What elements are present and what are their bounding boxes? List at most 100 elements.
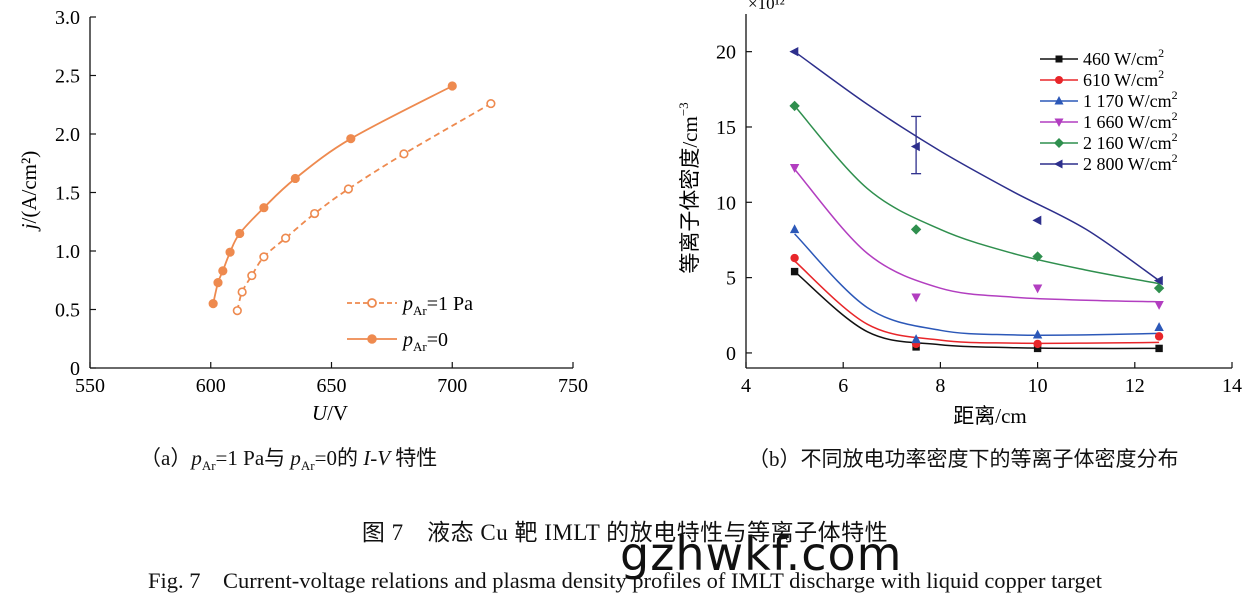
data-point-s2800: [789, 46, 799, 57]
data-point-par0: [447, 81, 457, 91]
legend-item-s1660: 1 660 W/cm2: [1040, 109, 1178, 132]
data-point-par1: [259, 252, 269, 262]
data-point-par0: [235, 228, 245, 239]
data-point-s610: [790, 253, 799, 263]
data-point-s610: [1033, 339, 1042, 349]
x-tick-label: 550: [75, 375, 105, 397]
x-tick-label: 650: [317, 375, 347, 397]
data-point-par0: [218, 266, 228, 276]
svg-text:460 W/cm2: 460 W/cm2: [1083, 46, 1164, 69]
svg-text:2 800 W/cm2: 2 800 W/cm2: [1083, 151, 1178, 174]
caption-a: （a）pAr=1 Pa与 pAr=0的 I-V 特性: [140, 446, 438, 474]
data-point-s1170: [911, 334, 921, 344]
chart-a-legend: pAr=1 Pa pAr=0: [347, 293, 473, 354]
data-point-s1660: [1154, 301, 1164, 310]
data-point-par0: [290, 173, 300, 184]
chart-a-xlabel: U/V: [312, 401, 348, 425]
data-point-s2800: [1032, 215, 1042, 226]
svg-text:1 660 W/cm2: 1 660 W/cm2: [1083, 109, 1178, 132]
x-tick-label: 4: [741, 375, 751, 397]
legend-item-s2160: 2 160 W/cm2: [1040, 130, 1178, 153]
x-tick-label: 750: [558, 375, 588, 397]
x-tick-label: 14: [1222, 375, 1242, 397]
x-tick-label: 600: [196, 375, 226, 397]
fit-curve-s1660: [794, 168, 1160, 303]
watermark: gzhwkf.com: [620, 527, 903, 581]
chart-b-multiplier: ×10¹²: [748, 0, 785, 13]
y-tick-label: 0.5: [55, 300, 80, 322]
data-point-s2160: [1153, 282, 1165, 294]
data-point-par1: [343, 184, 354, 194]
legend-marker-s460: [1055, 55, 1063, 63]
data-point-par1: [399, 149, 409, 159]
y-tick-label: 0: [726, 343, 736, 365]
chart-b-ylabel: 等离子体密度/cm−3: [676, 102, 702, 273]
legend-marker-s610: [1055, 76, 1063, 84]
y-tick-label: 20: [716, 42, 736, 64]
legend-item-s610: 610 W/cm2: [1040, 67, 1164, 90]
fit-curve-s2800: [794, 51, 1160, 282]
data-point-par1: [486, 98, 496, 109]
data-point-s460: [1155, 344, 1163, 353]
legend-marker-par1: [367, 298, 377, 308]
series-line-par0: [212, 85, 453, 304]
legend-marker-s2800: [1054, 159, 1063, 169]
legend-marker-par0: [367, 334, 377, 344]
data-point-s1170: [1032, 329, 1043, 339]
y-tick-label: 1.5: [55, 183, 80, 205]
data-point-par0: [259, 203, 269, 213]
x-tick-label: 700: [437, 375, 467, 397]
fit-curve-s1170: [794, 233, 1160, 337]
y-tick-label: 0: [70, 358, 80, 380]
x-tick-label: 12: [1125, 375, 1145, 397]
data-point-par0: [208, 299, 218, 309]
error-bar: [911, 115, 922, 175]
chart-b: 4 6 8 10 12 14 0 5 10 15 20 ×10¹² 距离/cm 等离子体密度/cm−…: [676, 0, 1242, 428]
legend-marker-s2160: [1054, 138, 1064, 148]
data-point-s460: [1033, 344, 1042, 353]
figure-caption-cn: 图 7 液态 Cu 靶 IMLT 的放电特性与等离子体特性: [361, 520, 889, 545]
legend-marker-s1170: [1054, 96, 1064, 105]
fit-curve-s610: [794, 260, 1160, 345]
data-point-par1: [247, 270, 257, 281]
series-line-par1: [236, 102, 492, 311]
y-tick-label: 5: [726, 268, 736, 290]
data-point-par1: [309, 208, 320, 219]
x-tick-label: 8: [935, 375, 945, 397]
data-point-par0: [346, 134, 356, 144]
legend-item-s460: 460 W/cm2: [1040, 46, 1164, 69]
data-point-s2800: [1153, 275, 1163, 286]
y-tick-label: 15: [716, 117, 736, 139]
data-point-s2160: [1032, 251, 1043, 262]
legend-item-s1170: 1 170 W/cm2: [1040, 88, 1178, 111]
data-point-s1170: [789, 224, 800, 234]
data-point-s2160: [910, 224, 922, 235]
svg-text:pAr=0: pAr=0: [401, 329, 448, 354]
chart-a-ylabel: j/(A/cm²): [17, 151, 41, 233]
chart-b-xlabel: 距离/cm: [953, 404, 1027, 428]
data-point-s2160: [789, 100, 800, 112]
legend-marker-s1660: [1054, 118, 1064, 127]
legend-item-par1: pAr=1 Pa: [347, 293, 473, 318]
data-point-par1: [281, 233, 291, 243]
figure-caption-en: Fig. 7 Current-voltage relations and pla…: [148, 568, 1102, 593]
data-point-s2800: [910, 141, 920, 152]
caption-b: （b）不同放电功率密度下的等离子体密度分布: [748, 447, 1179, 471]
svg-text:610 W/cm2: 610 W/cm2: [1083, 67, 1164, 90]
y-tick-label: 2.5: [55, 66, 80, 88]
data-point-par1: [232, 306, 242, 316]
y-tick-label: 2.0: [55, 124, 80, 146]
legend-item-s2800: 2 800 W/cm2: [1040, 151, 1178, 174]
data-point-s1170: [1154, 322, 1164, 332]
data-point-s1660: [911, 293, 921, 303]
data-point-par0: [225, 247, 235, 257]
y-tick-label: 3.0: [55, 7, 80, 29]
chart-a: 550 600 650 700 750 0 0.5 1.0 1.5 2.0 2.5 3.0 U/V j…: [17, 7, 588, 425]
data-point-s1660: [1032, 284, 1043, 294]
data-point-par1: [237, 287, 247, 297]
x-tick-label: 10: [1028, 375, 1048, 397]
svg-text:pAr=1 Pa: pAr=1 Pa: [401, 293, 473, 318]
data-point-s610: [1154, 332, 1164, 341]
